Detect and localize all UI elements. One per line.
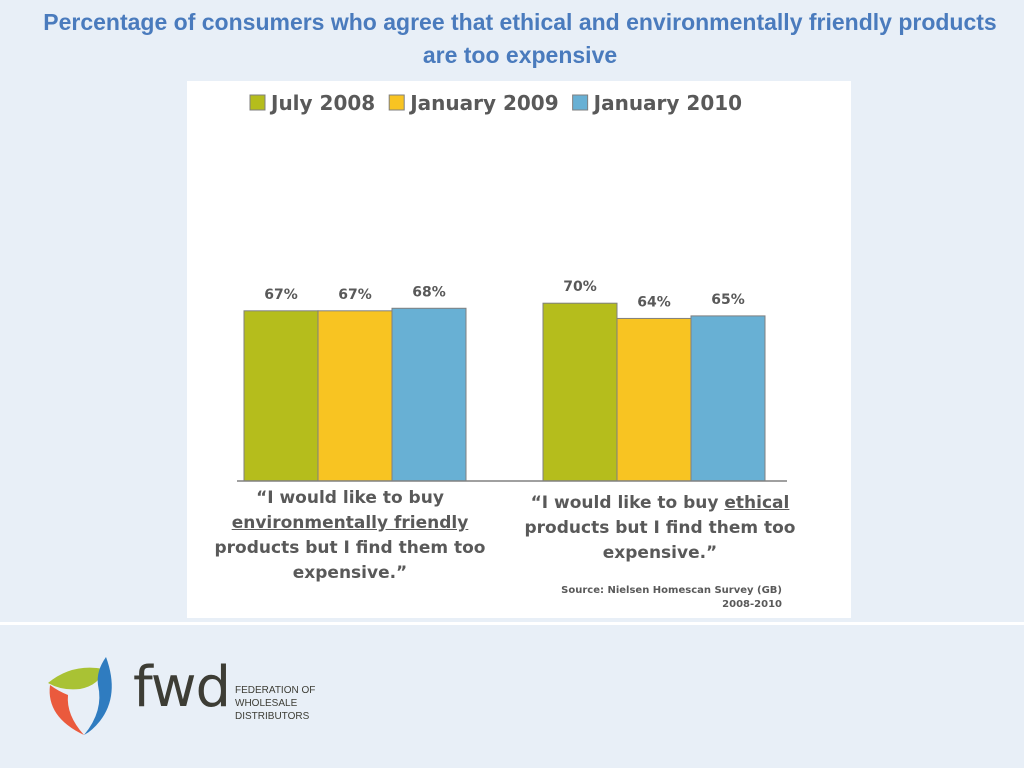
- footer-divider: [0, 622, 1024, 625]
- bar: [542, 302, 618, 482]
- org-name-line: DISTRIBUTORS: [235, 711, 310, 722]
- legend-label: January 2010: [592, 91, 742, 115]
- source-note: Source: Nielsen Homescan Survey (GB) 200…: [517, 584, 782, 612]
- bar-chart: July 2008 January 2009 January 2010 67% 67%…: [237, 91, 787, 482]
- org-name-line: FEDERATION OF: [235, 685, 316, 696]
- bar: [317, 310, 393, 482]
- slide-title: Percentage of consumers who agree that e…: [43, 9, 997, 68]
- bar-data-label: 67%: [264, 287, 298, 303]
- bar: [690, 315, 766, 482]
- caption-underline-text: environmentally friendly: [231, 513, 469, 533]
- chart-legend: July 2008 January 2009 January 2010: [249, 91, 742, 115]
- source-line: Source: Nielsen Homescan Survey (GB): [561, 585, 782, 596]
- bar: [243, 310, 319, 482]
- caption-line: products but I find them too: [524, 518, 796, 538]
- caption-line: “I would like to buy: [256, 488, 444, 508]
- legend-label: January 2009: [408, 91, 558, 115]
- legend-label: July 2008: [269, 91, 375, 115]
- caption-underline-text: ethical: [724, 493, 790, 513]
- fwd-logo-icon: [48, 657, 112, 735]
- category-caption-environmental: “I would like to buy environmentally fri…: [205, 486, 495, 586]
- bar-data-label: 64%: [637, 294, 671, 310]
- caption-text: “I would like to buy: [530, 493, 725, 513]
- bar-data-label: 68%: [412, 284, 446, 300]
- logo-green-leaf: [48, 667, 104, 690]
- chart-data-labels: 67% 67% 68% 70% 64% 65%: [264, 279, 745, 310]
- source-line: 2008-2010: [722, 599, 782, 610]
- caption-line-underlined: environmentally friendly: [205, 511, 495, 536]
- legend-swatch: [572, 94, 589, 111]
- caption-line: products but I find them too: [214, 538, 486, 558]
- logo-blue-shape: [84, 657, 112, 735]
- organization-name: FEDERATION OF WHOLESALE DISTRIBUTORS: [235, 684, 315, 723]
- category-caption-ethical: “I would like to buy ethical products bu…: [515, 491, 805, 566]
- legend-swatch: [249, 94, 266, 111]
- caption-line: expensive.”: [292, 563, 408, 583]
- caption-line: expensive.”: [602, 543, 718, 563]
- bar: [616, 317, 692, 482]
- bar-data-label: 65%: [711, 292, 745, 308]
- bar: [391, 307, 467, 482]
- brand-wordmark: fwd: [133, 655, 231, 720]
- chart-bars: [243, 302, 766, 482]
- bar-data-label: 70%: [563, 279, 597, 295]
- chart-panel: July 2008 January 2009 January 2010 67% 67%…: [187, 81, 851, 618]
- org-name-line: WHOLESALE: [235, 698, 298, 709]
- bar-data-label: 67%: [338, 287, 372, 303]
- logo-orange-shape: [49, 685, 84, 735]
- caption-line: “I would like to buy ethical: [515, 491, 805, 516]
- legend-swatch: [388, 94, 405, 111]
